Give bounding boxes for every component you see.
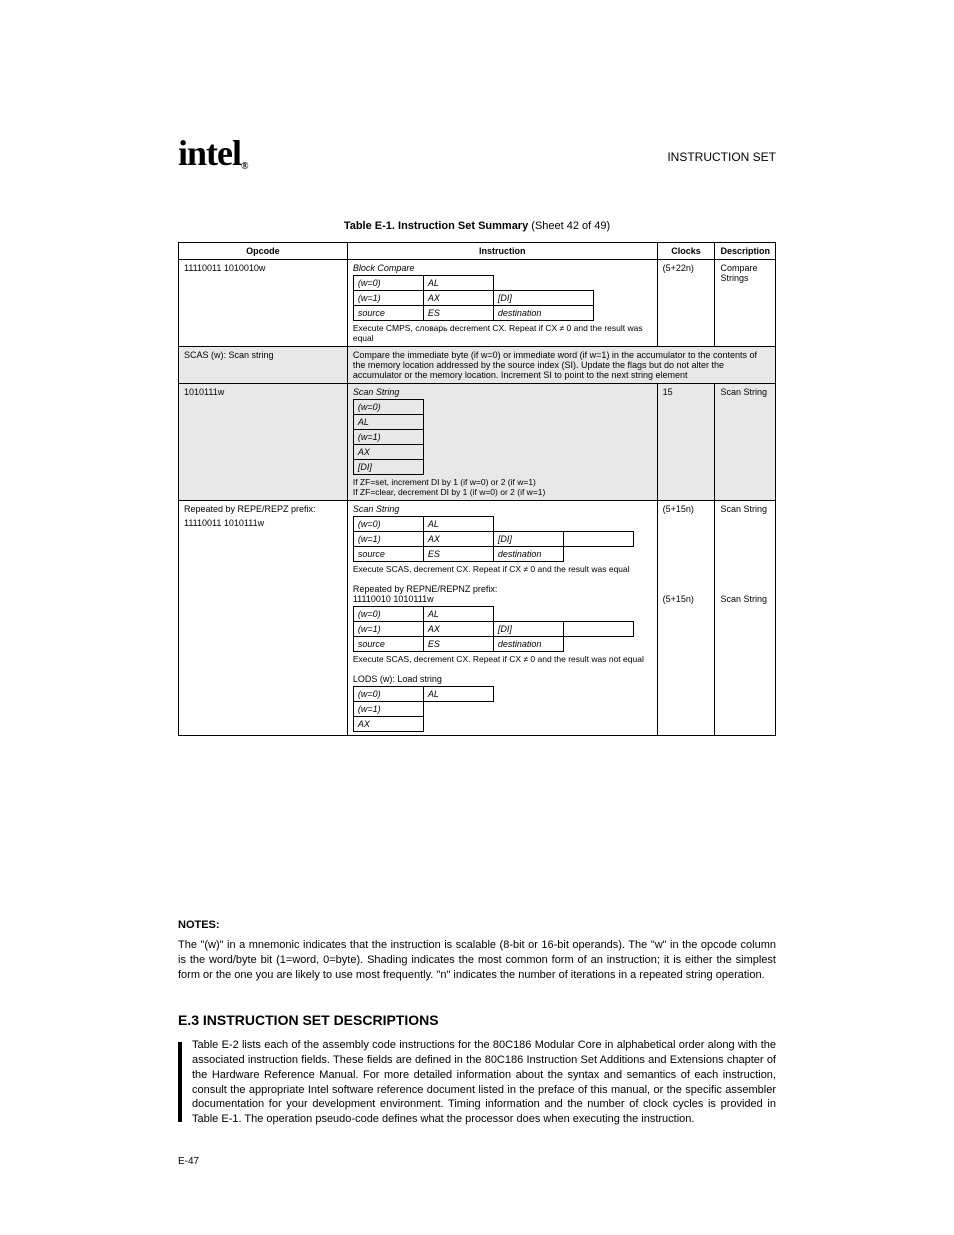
inner-note: Execute CMPS, словарь decrement CX. Repe… [353, 323, 652, 343]
clocks-value: (5+15n) [663, 504, 710, 514]
inner-cell: (w=0) [353, 276, 423, 291]
opcode-line: LODS (w): Load string [353, 674, 652, 684]
desc-value: Scan String [720, 594, 770, 604]
section-title: E.3 INSTRUCTION SET DESCRIPTIONS [178, 1012, 439, 1028]
table-row: SCAS (w): Scan string Compare the immedi… [179, 347, 776, 384]
intel-logo: intel® [178, 132, 247, 176]
cell-description: Scan String [715, 384, 776, 501]
header-description: Description [715, 243, 776, 260]
instruction-table: Opcode Instruction Clocks Description 11… [178, 242, 776, 736]
inner-note: Execute SCAS, decrement CX. Repeat if CX… [353, 564, 652, 574]
inner-cell: destination [493, 637, 563, 652]
cell-instruction-lead: Compare the immediate byte (if w=0) or i… [347, 347, 775, 384]
inner-cell [563, 532, 633, 547]
opcode-line: Repeated by REPNE/REPNZ prefix: [353, 584, 652, 594]
opcode-line: 11110011 1010111w [184, 518, 342, 528]
inner-cell: AL [423, 687, 493, 702]
inner-cell: AL [423, 517, 493, 532]
block-label: Scan String [353, 387, 652, 397]
cell-instruction: Scan String (w=0)AL (w=1)AX[DI] sourceES… [347, 501, 657, 736]
inner-cell: [DI] [493, 622, 563, 637]
cell-opcode: SCAS (w): Scan string [179, 347, 348, 384]
inner-cell: (w=1) [353, 291, 423, 306]
opcode-line: Repeated by REPE/REPZ prefix: [184, 504, 342, 514]
cell-clocks: (5+15n) (5+15n) [657, 501, 715, 736]
table-row: 11110011 1010010w Block Compare (w=0)AL … [179, 260, 776, 347]
inner-cell: (w=0) [353, 607, 423, 622]
table-caption: Table E-1. Instruction Set Summary (Shee… [178, 220, 776, 232]
page-number: E-47 [178, 1156, 199, 1167]
inner-cell: destination [493, 306, 593, 321]
inner-cell: source [353, 637, 423, 652]
inner-cell: ES [423, 637, 493, 652]
inner-cell: ES [423, 547, 493, 562]
table-row: 1010111w Scan String (w=0) AL (w=1) AX [… [179, 384, 776, 501]
inner-cell: destination [493, 547, 563, 562]
header-title: INSTRUCTION SET [667, 150, 776, 164]
header-opcode: Opcode [179, 243, 348, 260]
inner-cell: (w=0) [353, 517, 423, 532]
inner-table: (w=0)AL (w=1) AX [353, 686, 494, 732]
inner-cell: AL [423, 607, 493, 622]
caption-sheet: (Sheet 42 of 49) [528, 220, 610, 232]
inner-cell: (w=0) [353, 400, 423, 415]
section-paragraph: Table E-2 lists each of the assembly cod… [178, 1038, 776, 1127]
cell-instruction: Scan String (w=0) AL (w=1) AX [DI] If ZF… [347, 384, 657, 501]
inner-cell [563, 622, 633, 637]
logo-text: intel [178, 133, 241, 173]
inner-cell: source [353, 306, 423, 321]
inner-table: (w=0) AL (w=1) AX [DI] [353, 399, 424, 475]
inner-cell: [DI] [493, 532, 563, 547]
inner-table: (w=0)AL (w=1)AX[DI] sourceESdestination [353, 516, 634, 562]
logo-reg: ® [241, 161, 247, 172]
inner-note: If ZF=set, increment DI by 1 (if w=0) or… [353, 477, 652, 497]
cell-opcode: Repeated by REPE/REPZ prefix: 11110011 1… [179, 501, 348, 736]
header-instruction: Instruction [347, 243, 657, 260]
inner-cell: AL [423, 276, 493, 291]
inner-cell: [DI] [353, 460, 423, 475]
desc-value: Scan String [720, 504, 770, 514]
inner-table: (w=0)AL (w=1)AX[DI] sourceESdestination [353, 275, 594, 321]
inner-cell: AX [353, 717, 423, 732]
inner-cell: AX [423, 291, 493, 306]
notes-text: The "(w)" in a mnemonic indicates that t… [178, 938, 776, 983]
inner-note: Execute SCAS, decrement CX. Repeat if CX… [353, 654, 652, 664]
inner-cell: (w=1) [353, 622, 423, 637]
notes-label: NOTES: [178, 918, 776, 933]
clocks-value: (5+15n) [663, 594, 710, 604]
cell-description: Compare Strings [715, 260, 776, 347]
cell-clocks: (5+22n) [657, 260, 715, 347]
table-row: Repeated by REPE/REPZ prefix: 11110011 1… [179, 501, 776, 736]
inner-cell: (w=0) [353, 687, 423, 702]
inner-cell: source [353, 547, 423, 562]
block-label: Block Compare [353, 263, 652, 273]
header-clocks: Clocks [657, 243, 715, 260]
inner-cell: (w=1) [353, 532, 423, 547]
cell-opcode: 1010111w [179, 384, 348, 501]
caption-prefix: Table E-1. Instruction Set Summary [344, 220, 528, 232]
opcode-line: 11110010 1010111w [353, 594, 652, 604]
inner-cell: (w=1) [353, 430, 423, 445]
cell-clocks: 15 [657, 384, 715, 501]
inner-cell: AX [353, 445, 423, 460]
cell-description: Scan String Scan String [715, 501, 776, 736]
cell-instruction: Block Compare (w=0)AL (w=1)AX[DI] source… [347, 260, 657, 347]
inner-cell: (w=1) [353, 702, 423, 717]
inner-table: (w=0)AL (w=1)AX[DI] sourceESdestination [353, 606, 634, 652]
inner-cell: ES [423, 306, 493, 321]
cell-opcode: 11110011 1010010w [179, 260, 348, 347]
inner-cell: AX [423, 532, 493, 547]
inner-cell: AX [423, 622, 493, 637]
block-label: Scan String [353, 504, 652, 514]
inner-cell: [DI] [493, 291, 593, 306]
table-header-row: Opcode Instruction Clocks Description [179, 243, 776, 260]
inner-cell: AL [353, 415, 423, 430]
